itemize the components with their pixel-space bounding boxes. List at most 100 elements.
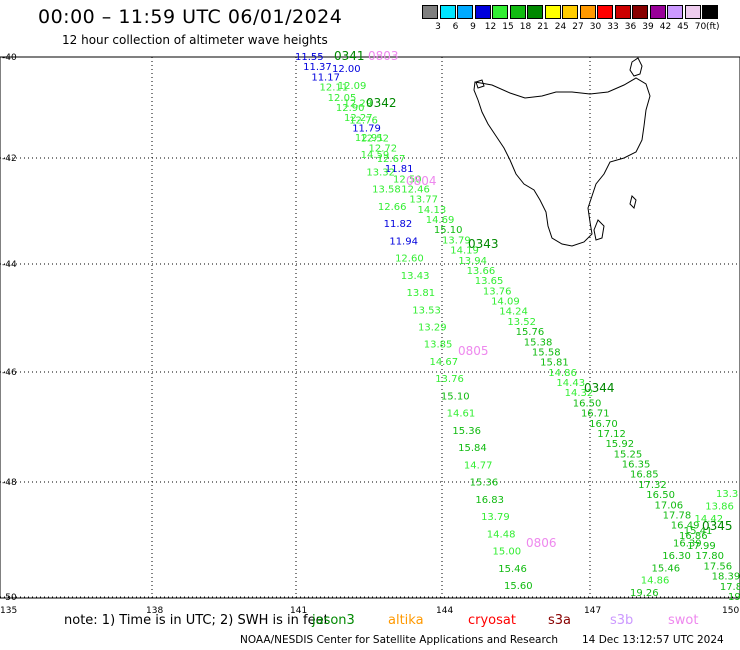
wave-height-value: 15.00 (493, 547, 522, 558)
map-frame (0, 56, 740, 599)
wave-height-value: 16.49 (671, 521, 700, 532)
wave-height-value: 11.37 (303, 62, 332, 73)
lon-tick-label: 150 (722, 606, 739, 616)
legend-label: 12 (484, 22, 497, 32)
wave-height-value: 14.67 (429, 357, 458, 368)
flinders-island (629, 57, 643, 77)
wave-height-value: 17.8 (720, 582, 740, 593)
wave-height-value: 12.67 (377, 154, 406, 165)
wave-height-value: 12.46 (401, 184, 430, 195)
wave-height-value: 13.85 (424, 340, 453, 351)
legend-swatch (492, 5, 508, 19)
wave-height-value: 17.56 (703, 561, 732, 572)
map-subtitle: 12 hour collection of altimeter wave hei… (62, 33, 328, 47)
legend-swatch (702, 5, 718, 19)
wave-height-value: 16.86 (679, 531, 708, 542)
pass-label: 0803 (368, 49, 399, 63)
legend-label: 6 (452, 22, 459, 32)
wave-height-value: 12.27 (344, 113, 373, 124)
wave-height-value: 16.30 (662, 551, 691, 562)
wave-height-value: 19.26 (630, 588, 659, 599)
map-title: 00:00 – 11:59 UTC 06/01/2024 (38, 6, 343, 28)
legend-label: 15 (502, 22, 514, 32)
wave-height-value: 15.81 (540, 358, 569, 369)
wave-height-value: 14.43 (556, 378, 585, 389)
wave-height-value: 14.59 (361, 150, 390, 161)
legend-label: 24 (554, 22, 567, 32)
wave-height-value: 12.52 (360, 134, 389, 145)
wave-height-value: 14.69 (426, 215, 455, 226)
wave-height-value: 14.19 (450, 246, 479, 257)
wave-height-value: 17.06 (654, 500, 683, 511)
satellite-name: altika (388, 613, 424, 628)
wave-height-value: 17.32 (638, 480, 667, 491)
wave-height-value: 13.3 (716, 489, 738, 500)
wave-height-value: 16.50 (646, 490, 675, 501)
lon-tick-label: 147 (584, 606, 601, 616)
wave-height-value: 13.76 (435, 374, 464, 385)
lon-tick-label: 135 (0, 606, 17, 616)
wave-height-value: 15.25 (614, 449, 643, 460)
wave-height-value: 13.53 (412, 305, 441, 316)
legend-swatch (474, 5, 491, 19)
wave-height-value: 16.83 (475, 495, 504, 506)
wave-height-value: 12.60 (395, 254, 424, 265)
satellite-name: s3a (548, 613, 572, 628)
wave-height-value: 16.50 (573, 398, 602, 409)
wave-height-value: 11.79 (352, 123, 381, 134)
satellite-name: swot (668, 613, 699, 628)
wave-height-value: 12.11 (320, 83, 349, 94)
legend-swatch (562, 5, 578, 19)
satellite-name: s3b (610, 613, 634, 628)
lat-tick-label: -48 (2, 478, 17, 488)
wave-height-value: 15.60 (504, 581, 533, 592)
legend-label: 3 (435, 22, 441, 32)
lat-tick-label: -44 (2, 260, 17, 270)
legend-unit: (ft) (706, 22, 720, 32)
axis-labels: -40 -42 -44 -46 -48 -50 135 138 141 144 147 150 (0, 53, 739, 616)
wave-height-value: 12.09 (338, 81, 367, 92)
wave-height-value: 17.99 (687, 541, 716, 552)
wave-height-value: 15.41 (684, 526, 713, 537)
wave-height-value: 19 (728, 592, 740, 603)
wave-height-value: 17.80 (695, 551, 724, 562)
pass-label: 0805 (458, 344, 489, 358)
legend-label: 36 (624, 22, 637, 32)
graticule (0, 56, 740, 598)
satellite-name: jason3 (312, 613, 355, 628)
wave-height-value: 12.00 (332, 64, 361, 75)
wave-height-value: 13.77 (409, 195, 438, 206)
legend-swatch (632, 5, 648, 19)
wave-height-value: 13.94 (458, 256, 487, 267)
wave-height-value: 14.42 (695, 514, 724, 525)
wave-height-labels: 11.5511.3711.1712.1112.0512.9012.2711.79… (295, 52, 740, 603)
wave-height-value: 14.86 (548, 368, 577, 379)
wave-height-value: 11.17 (311, 72, 340, 83)
pass-labels: 0341 0803 0342 0804 0343 0805 0344 0806 0345 (334, 49, 733, 550)
wave-height-value: 12.72 (369, 144, 398, 155)
wave-height-value: 13.86 (705, 501, 734, 512)
wave-height-value: 16.85 (630, 470, 659, 481)
wave-height-value: 15.10 (441, 391, 470, 402)
wave-height-value: 11.82 (384, 219, 413, 230)
footer-note: note: 1) Time is in UTC; 2) SWH is in fe… (64, 613, 329, 628)
wave-height-value: 16.70 (589, 419, 618, 430)
legend-swatch (422, 5, 438, 19)
wave-height-value: 14.24 (499, 307, 528, 318)
wave-height-value: 13.81 (407, 288, 436, 299)
wave-height-value: 13.32 (366, 167, 395, 178)
wave-height-value: 12.90 (336, 103, 365, 114)
legend-swatch (457, 5, 473, 19)
legend-label: 18 (519, 22, 532, 32)
wave-height-value: 15.76 (516, 327, 545, 338)
wave-height-value: 12.29 (343, 98, 372, 109)
legend-label: 27 (572, 22, 584, 32)
wave-height-value: 15.58 (532, 347, 561, 358)
wave-height-value: 16.39 (673, 539, 702, 550)
lon-tick-label: 141 (290, 606, 307, 616)
wave-height-value: 14.86 (641, 576, 670, 587)
legend-swatch (684, 5, 701, 19)
lat-tick-label: -50 (2, 593, 17, 603)
lon-tick-label: 138 (146, 606, 163, 616)
wave-height-value: 17.12 (597, 429, 626, 440)
